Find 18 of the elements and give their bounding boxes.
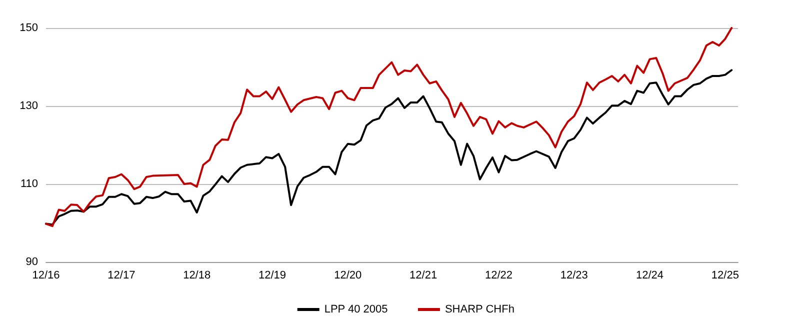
x-tick-label: 12/20: [334, 270, 362, 282]
line-series: [45, 27, 733, 228]
x-tick-label: 12/17: [108, 270, 136, 282]
legend-label: SHARP CHFh: [444, 304, 514, 316]
x-tick-label: 12/24: [636, 270, 664, 282]
y-tick-label: 110: [20, 178, 38, 190]
legend-label: LPP 40 2005: [324, 304, 388, 316]
x-tick-label: 12/25: [711, 270, 739, 282]
line-series: [45, 69, 733, 226]
x-tick-label: 12/21: [410, 270, 438, 282]
x-tick-label: 12/23: [560, 270, 588, 282]
x-tick-label: 12/19: [258, 270, 286, 282]
y-tick-label: 90: [26, 256, 38, 268]
y-tick-label: 130: [20, 100, 38, 112]
x-tick-label: 12/22: [484, 270, 512, 282]
x-tick-label: 12/16: [32, 270, 60, 282]
x-tick-label: 12/18: [183, 270, 211, 282]
y-tick-label: 150: [20, 22, 38, 34]
